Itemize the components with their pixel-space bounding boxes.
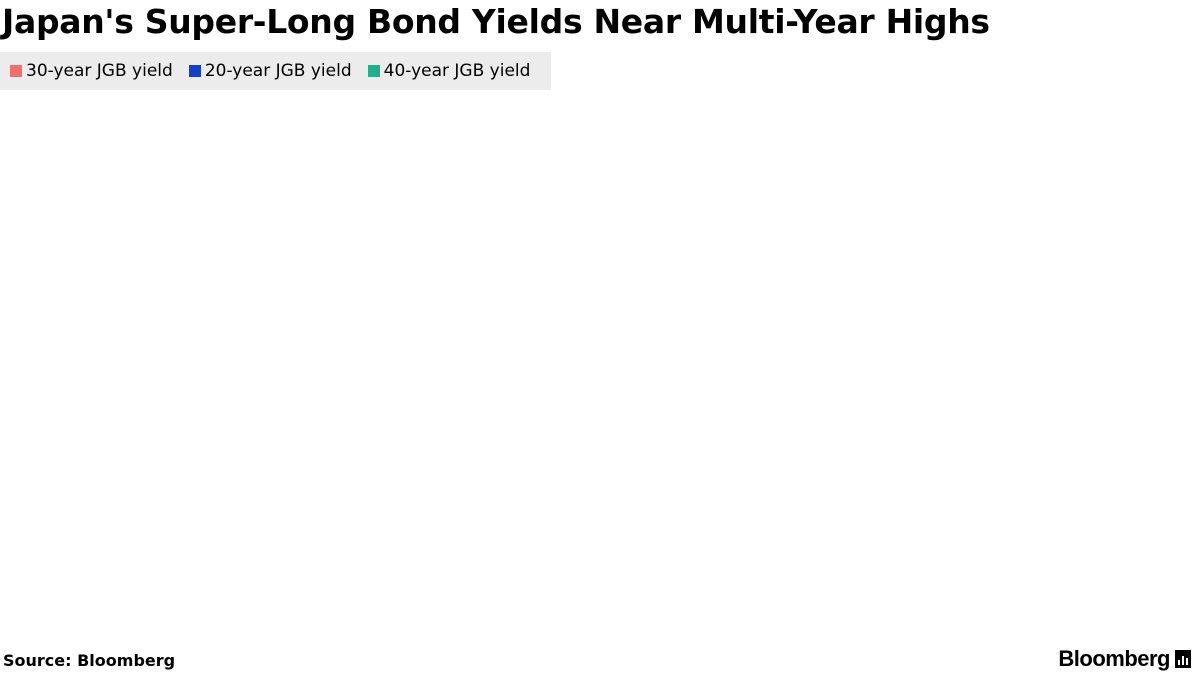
legend: 30-year JGB yield 20-year JGB yield 40-y…	[0, 52, 551, 90]
legend-swatch-20y	[188, 65, 201, 77]
legend-label-40y: 40-year JGB yield	[383, 61, 531, 81]
x-tick-label: 2023	[886, 623, 934, 645]
x-tick-label: 2025	[1027, 623, 1075, 645]
legend-item-20y: 20-year JGB yield	[188, 61, 352, 81]
bar-chart-icon	[1175, 650, 1191, 668]
x-tick-label: 2024	[957, 623, 1005, 645]
legend-swatch-30y	[10, 65, 22, 77]
x-tick-label: 2018	[531, 623, 579, 645]
series-line-30y	[0, 131, 1114, 542]
x-tick-label: 2011	[35, 623, 83, 645]
x-tick-label: 2015	[319, 623, 367, 645]
series-line-20y	[0, 182, 1114, 550]
legend-swatch-40y	[367, 65, 380, 77]
x-tick-label: 2010	[0, 623, 12, 645]
x-tick-label: 2012	[106, 623, 154, 645]
legend-label-20y: 20-year JGB yield	[204, 61, 352, 81]
x-tick-label: 2021	[744, 623, 792, 645]
series-line-40y	[0, 94, 1114, 534]
x-tick-label: 2016	[389, 623, 437, 645]
series-layer	[0, 94, 1114, 550]
legend-item-30y: 30-year JGB yield	[10, 61, 173, 81]
axis-layer: 0.0 1.0 2.0 3.0 4.0 2010 2011 2012 2013 2014 2015 2…	[0, 48, 1192, 645]
legend-label-30y: 30-year JGB yield	[26, 61, 173, 81]
y-tick-label: 1.0	[1123, 431, 1153, 453]
x-tick-label: 2017	[460, 623, 508, 645]
y-tick-label: 2.0	[1123, 322, 1153, 344]
y-tick-label: 0.0	[1123, 540, 1153, 562]
brand-name: Bloomberg	[1058, 646, 1170, 671]
y-tick-label: 4.0	[1123, 104, 1153, 126]
y-axis-title: Percent	[1167, 284, 1192, 367]
grid-lines	[0, 48, 1113, 594]
bloomberg-logo: Bloomberg	[1058, 646, 1191, 672]
x-tick-label: 2014	[248, 623, 296, 645]
source-note: Source: Bloomberg	[3, 651, 176, 670]
x-tick-label: 2019	[602, 623, 650, 645]
chart-title: Japan's Super-Long Bond Yields Near Mult…	[2, 2, 990, 41]
y-tick-label: 3.0	[1123, 213, 1153, 235]
x-tick-label: 2020	[673, 623, 721, 645]
legend-item-40y: 40-year JGB yield	[367, 61, 531, 81]
x-tick-label: 2022	[815, 623, 863, 645]
x-tick-label: 2013	[177, 623, 225, 645]
